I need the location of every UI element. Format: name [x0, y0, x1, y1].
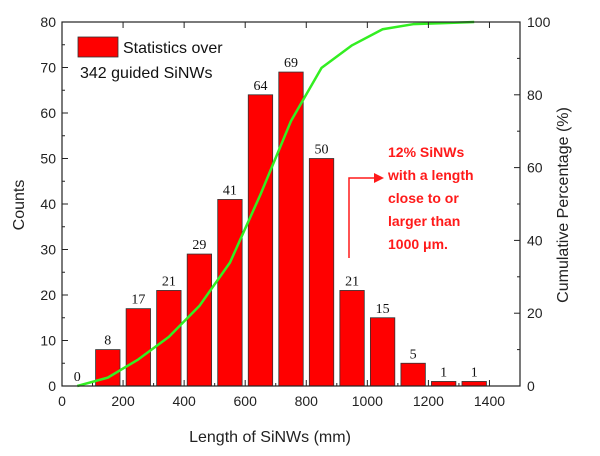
bar-10 — [369, 317, 396, 387]
annotation-arrow — [348, 177, 375, 258]
y-tick-label-6: 60 — [40, 105, 56, 121]
bar-8 — [308, 158, 335, 387]
y-tick-label-4: 40 — [40, 196, 56, 212]
annotation-line-5: 1000 μm. — [388, 236, 448, 252]
bar-6 — [247, 94, 274, 387]
bar-5 — [217, 199, 243, 387]
y2-tick-label-4: 80 — [527, 87, 543, 103]
bar-2 — [125, 308, 151, 387]
bar-12 — [431, 381, 457, 387]
y-tick-label-8: 80 — [40, 14, 56, 30]
y-tick-label-0: 0 — [48, 378, 56, 394]
bar-label-7: 69 — [284, 56, 298, 71]
bar-label-13: 1 — [471, 365, 478, 380]
bar-label-6: 64 — [253, 79, 267, 94]
x-tick-label-5: 1000 — [352, 393, 383, 409]
x-tick-label-7: 1400 — [474, 393, 505, 409]
bar-label-2: 17 — [131, 293, 145, 308]
bar-label-11: 5 — [410, 347, 417, 362]
x-tick-label-3: 600 — [234, 393, 258, 409]
legend-swatch — [77, 36, 119, 58]
legend: Statistics over 342 guided SiNWs — [77, 36, 223, 82]
bar-13 — [461, 381, 487, 387]
bar-label-4: 29 — [192, 238, 206, 253]
y2-tick-label-5: 100 — [527, 14, 551, 30]
y2-tick-label-3: 60 — [527, 160, 543, 176]
annotation: 12% SiNWs with a length close to or larg… — [348, 144, 474, 258]
annotation-line-3: close to or — [388, 190, 459, 206]
bar-label-0: 0 — [74, 370, 81, 385]
legend-line-2: 342 guided SiNWs — [80, 65, 213, 82]
cumulative-line — [76, 20, 475, 388]
bar-label-1: 8 — [104, 334, 111, 349]
annotation-line-2: with a length — [387, 167, 474, 183]
cumulative-line-group — [76, 20, 475, 388]
y-axis-title: Counts — [11, 180, 28, 231]
bar-4 — [186, 253, 213, 387]
bar-label-3: 21 — [162, 274, 176, 289]
x-tick-label-6: 1200 — [413, 393, 444, 409]
bar-11 — [400, 362, 426, 387]
y-tick-label-5: 50 — [40, 151, 56, 167]
y-tick-label-3: 30 — [40, 242, 56, 258]
y-tick-label-2: 20 — [40, 287, 56, 303]
bar-9 — [339, 290, 365, 387]
legend-line-1: Statistics over — [123, 40, 223, 57]
bar-label-8: 50 — [315, 143, 329, 158]
y2-tick-label-1: 20 — [527, 305, 543, 321]
bar-label-12: 1 — [440, 365, 447, 380]
bar-label-10: 15 — [376, 302, 390, 317]
x-axis-title: Length of SiNWs (mm) — [189, 429, 351, 446]
annotation-line-1: 12% SiNWs — [388, 144, 464, 160]
bar-label-9: 21 — [345, 274, 359, 289]
x-tick-label-4: 800 — [295, 393, 319, 409]
annotation-line-4: larger than — [388, 213, 460, 229]
y2-tick-label-2: 40 — [527, 232, 543, 248]
x-tick-label-0: 0 — [58, 393, 66, 409]
annotation-arrowhead — [374, 173, 384, 183]
y2-tick-label-0: 0 — [527, 378, 535, 394]
x-tick-label-2: 400 — [172, 393, 196, 409]
bars-group — [95, 71, 487, 387]
bar-label-5: 41 — [223, 183, 237, 198]
y-tick-label-1: 10 — [40, 333, 56, 349]
y-tick-label-7: 70 — [40, 60, 56, 76]
y2-axis-title: Cumulative Percentage (%) — [555, 107, 572, 303]
x-tick-label-1: 200 — [111, 393, 135, 409]
